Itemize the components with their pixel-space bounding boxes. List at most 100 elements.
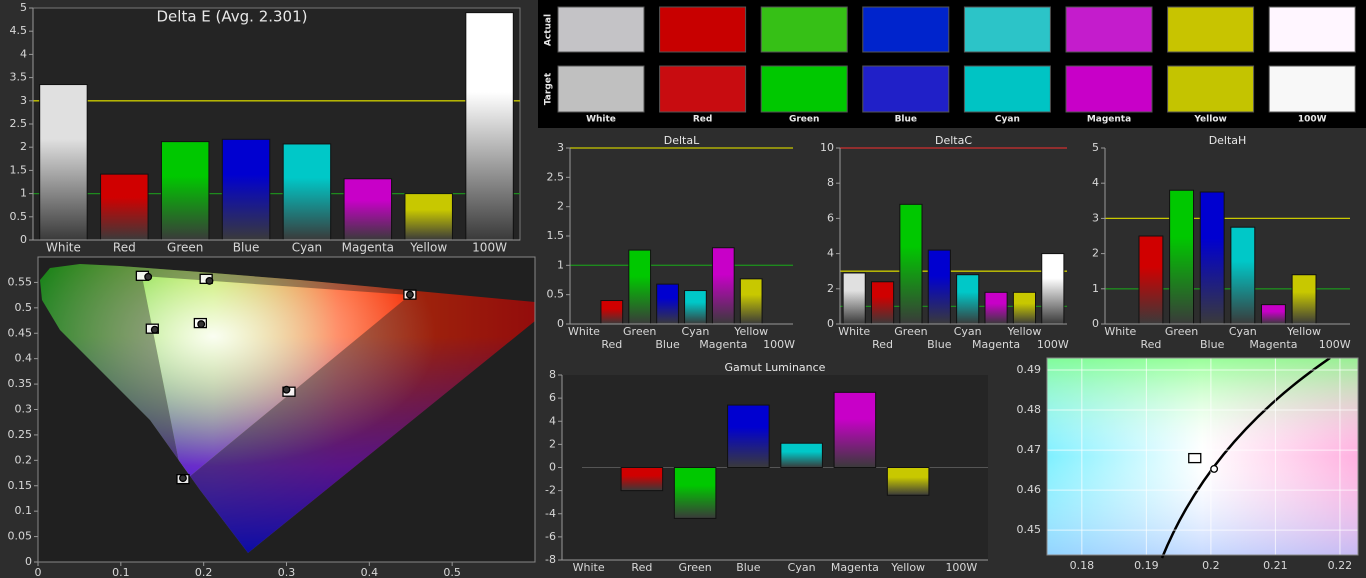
x-tick-label: 0.18 (1070, 559, 1095, 572)
x-tick-label: Green (1165, 325, 1198, 338)
bar (656, 283, 679, 325)
actual-swatch (1065, 6, 1153, 53)
bar (739, 278, 763, 325)
chart-title: Gamut Luminance (725, 361, 826, 374)
y-tick-label: 0.25 (8, 428, 33, 441)
y-tick-label: 10 (820, 141, 834, 154)
plot-frame (37, 256, 536, 563)
chart-title: DeltaL (664, 134, 700, 147)
bar (404, 193, 453, 241)
y-tick-label: 3.5 (10, 71, 28, 84)
y-tick-label: 2 (1092, 247, 1099, 260)
x-tick-label: Magenta (1249, 338, 1297, 351)
x-tick-label: Magenta (699, 338, 747, 351)
measured-point (205, 276, 214, 285)
y-tick-label: 2 (20, 140, 27, 153)
y-tick-label: 5 (1092, 141, 1099, 154)
y-tick-label: 0.1 (15, 504, 33, 517)
target-point (1188, 452, 1202, 464)
x-tick-label: Green (623, 325, 656, 338)
y-tick-label: 1.5 (547, 229, 565, 242)
actual-swatch (760, 6, 848, 53)
bar (465, 12, 514, 241)
y-tick-label: 2 (549, 437, 556, 450)
bar (1230, 226, 1256, 325)
y-tick-label: 2 (557, 200, 564, 213)
y-tick-label: 3 (557, 141, 564, 154)
x-tick-label: 0.4 (361, 566, 379, 578)
x-tick-label: Magenta (831, 561, 879, 574)
y-tick-label: 0.05 (8, 530, 33, 543)
bar (780, 442, 823, 468)
x-tick-label: 0.21 (1263, 559, 1288, 572)
y-tick-label: 2.5 (10, 117, 28, 130)
y-tick-label: 1 (557, 258, 564, 271)
x-tick-label: Blue (927, 338, 952, 351)
target-swatch (760, 65, 848, 113)
x-tick-label: 100W (1319, 338, 1351, 351)
actual-swatch (557, 6, 645, 53)
x-tick-label: Yellow (890, 561, 925, 574)
x-tick-label: 0.22 (1328, 559, 1353, 572)
y-tick-label: 1 (20, 187, 27, 200)
bar (39, 84, 88, 241)
y-tick-label: 1.5 (10, 163, 28, 176)
bar (282, 143, 332, 241)
chart-title: DeltaH (1209, 134, 1247, 147)
y-tick-label: 0.5 (15, 301, 33, 314)
x-tick-label: White (1104, 325, 1136, 338)
x-tick-label: Blue (1200, 338, 1225, 351)
zoom-tint (1047, 358, 1358, 555)
y-tick-label: -4 (545, 507, 556, 520)
x-tick-label: Cyan (292, 241, 322, 255)
y-tick-label: 0 (25, 555, 32, 568)
cie-locus (40, 264, 535, 553)
x-tick-label: 100W (472, 241, 507, 255)
y-tick-label: 6 (549, 391, 556, 404)
swatch-label: Green (789, 115, 819, 125)
bar (684, 290, 707, 325)
y-tick-label: 0.46 (1017, 483, 1042, 496)
x-tick-label: 100W (1037, 338, 1069, 351)
target-swatch (862, 65, 950, 113)
y-tick-label: 3 (1092, 211, 1099, 224)
target-swatch (963, 65, 1051, 113)
actual-swatch (1167, 6, 1255, 53)
measured-point (405, 290, 414, 299)
bar (1291, 274, 1317, 325)
bar (628, 249, 652, 325)
x-tick-label: Yellow (1007, 325, 1042, 338)
x-tick-label: Green (167, 241, 203, 255)
x-tick-label: 0.3 (278, 566, 296, 578)
x-tick-label: Cyan (681, 325, 709, 338)
y-tick-label: 0 (557, 317, 564, 330)
y-tick-label: 0.48 (1017, 403, 1042, 416)
bar (984, 291, 1008, 325)
target-swatch (1065, 65, 1153, 113)
y-tick-label: 0.3 (15, 403, 33, 416)
x-tick-label: Magenta (342, 241, 394, 255)
chart-title: Delta E (Avg. 2.301) (157, 8, 308, 26)
y-tick-label: 0.4 (15, 352, 33, 365)
measured-point (282, 385, 291, 394)
y-tick-label: 0.2 (15, 453, 33, 466)
y-tick-label: 0 (827, 317, 834, 330)
actual-swatch (659, 6, 747, 53)
y-tick-label: 4.5 (10, 24, 28, 37)
bar (160, 141, 210, 241)
row-label: Actual (544, 14, 554, 46)
bar (1260, 304, 1286, 325)
bar (600, 300, 624, 325)
measured-point (197, 320, 206, 329)
y-tick-label: 0.5 (10, 210, 28, 223)
x-tick-label: Red (601, 338, 622, 351)
y-tick-label: 8 (549, 368, 556, 381)
x-tick-label: Red (113, 241, 136, 255)
bar (833, 391, 877, 468)
bar (956, 274, 980, 325)
target-swatch (659, 65, 747, 113)
y-tick-label: 3 (20, 94, 27, 107)
x-tick-label: Red (631, 561, 652, 574)
y-tick-label: 0.47 (1017, 443, 1042, 456)
